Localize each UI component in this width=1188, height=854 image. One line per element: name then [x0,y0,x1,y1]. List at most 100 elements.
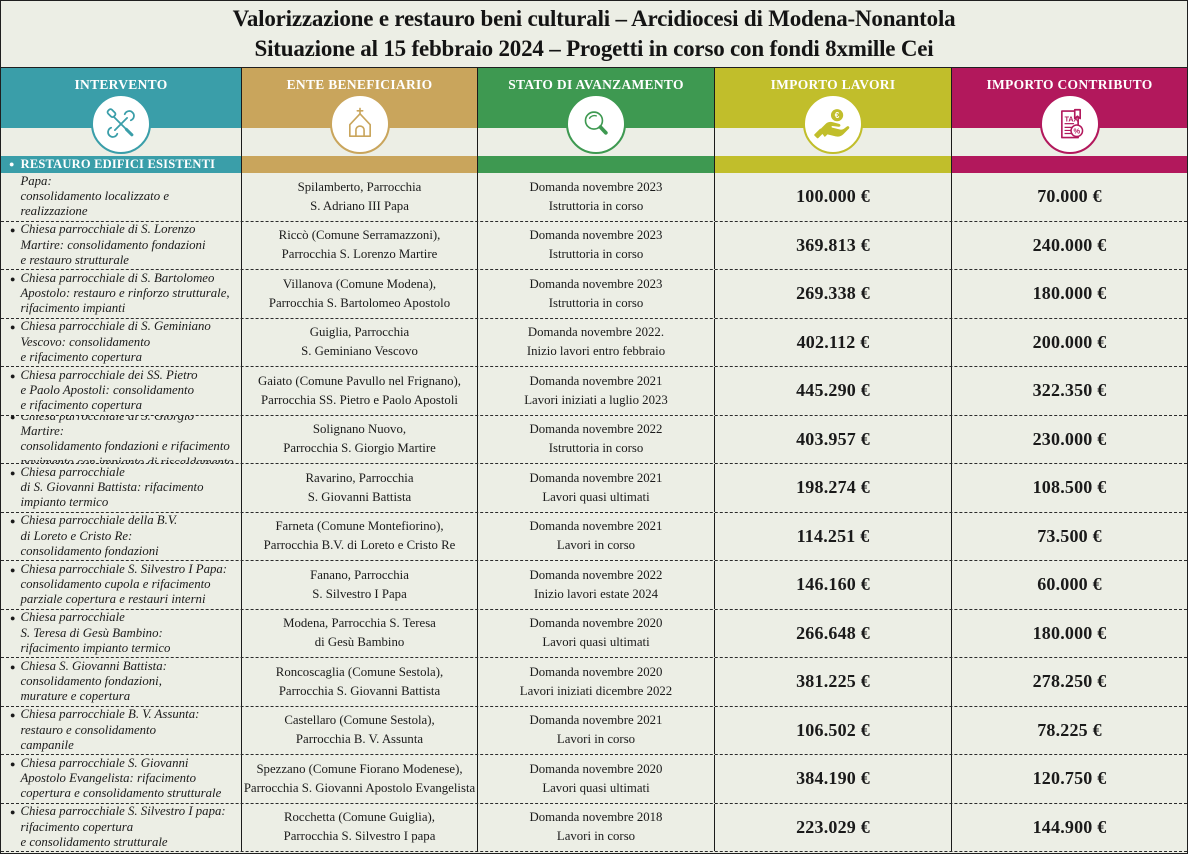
church-icon [348,107,371,138]
bullet-icon: ● [10,322,16,333]
stato-text: Domanda novembre 2021 Lavori in corso [529,713,663,747]
intervento-text: Chiesa parrocchiale dei SS. Pietro e Pao… [20,367,198,413]
stato-cell: Domanda novembre 2021 Lavori quasi ultim… [477,464,714,512]
tax-document-icon: TAX % [1060,108,1083,139]
column-label: STATO DI AVANZAMENTO [508,77,684,92]
importo-contributo-cell: 144.900 € [951,803,1187,851]
intervento-text: Chiesa parrocchiale di S. Giovanni Batti… [20,464,204,510]
intervento-cell: ● Chiesa parrocchiale S. Giovanni Aposto… [1,755,241,803]
intervento-cell: ● Chiesa parrocchiale di S. Geminiano Ve… [1,319,241,367]
intervento-cell: ● Chiesa parrocchiale B. V. Assunta: res… [1,707,241,755]
stato-cell: Domanda novembre 2022. Inizio lavori ent… [477,318,714,366]
importo-lavori-value: 146.160 € [796,574,870,595]
header-icon-circle [329,94,390,154]
table-row: ● Chiesa parrocchiale di S. Lorenzo Mart… [1,221,1187,270]
importo-lavori-value: 198.274 € [796,477,870,498]
importo-contributo-value: 322.350 € [1032,380,1107,401]
table-row: ● Chiesa parrocchiale S. Teresa di Gesù … [1,609,1187,658]
column-header-importo-contributo: IMPORTO CONTRIBUTO TAX % [951,68,1187,173]
header-icon-circle [566,94,626,154]
stato-cell: Domanda novembre 2022 Inizio lavori esta… [477,561,714,609]
importo-lavori-cell: 106.502 € [714,706,951,754]
intervento-text: Chiesa parrocchiale di S. Lorenzo Martir… [20,222,206,267]
intervento-text: Chiesa parrocchiale di S. Geminiano Vesc… [20,319,211,364]
table-row: ● Chiesa parrocchiale S. Giovanni Aposto… [1,755,1187,804]
hand-euro-icon: € [814,109,850,139]
intervento-text: Chiesa parrocchiale S. Silvestro I papa:… [20,804,226,849]
stato-cell: Domanda novembre 2021 Lavori in corso [477,706,714,754]
ente-cell: Riccò (Comune Serramazzoni), Parrocchia … [241,221,477,269]
ente-text: Villanova (Comune Modena), Parrocchia S.… [268,276,451,310]
importo-lavori-cell: 403.957 € [714,415,951,463]
importo-contributo-cell: 322.350 € [951,367,1187,415]
importo-contributo-cell: 108.500 € [951,464,1187,512]
intervento-text: Chiesa parrocchiale della B.V. di Loreto… [20,513,178,558]
ente-text: Spezzano (Comune Fiorano Modenese), Parr… [243,761,476,795]
table-row: ● Chiesa parrocchiale dei SS. Pietro e P… [1,367,1187,416]
ente-text: Solignano Nuovo, Parrocchia S. Giorgio M… [283,422,436,456]
importo-lavori-cell: 100.000 € [714,173,951,221]
table-row: ● Chiesa parrocchiale B. V. Assunta: res… [1,706,1187,755]
ente-cell: Guiglia, Parrocchia S. Geminiano Vescovo [241,318,477,366]
stato-text: Domanda novembre 2020 Lavori iniziati di… [519,664,673,698]
table-row: ● Chiesa parrocchiale di S. Geminiano Ve… [1,318,1187,367]
intervento-cell: ● Chiesa parrocchiale di S. Giovanni Bat… [1,464,241,512]
importo-contributo-cell: 60.000 € [951,561,1187,609]
column-header-ente: ENTE BENEFICIARIO [241,68,477,173]
importo-lavori-cell: 146.160 € [714,561,951,609]
importo-lavori-value: 269.338 € [796,283,870,304]
section-label: ● RESTAURO EDIFICI ESISTENTI [9,157,216,171]
importo-contributo-cell: 73.500 € [951,512,1187,560]
importo-contributo-cell: 70.000 € [951,173,1187,221]
importo-contributo-cell: 180.000 € [951,270,1187,318]
ente-cell: Roncoscaglia (Comune Sestola), Parrocchi… [241,658,477,706]
intervento-cell: ● Chiesa parrocchiale di S. Adriano III … [1,173,241,221]
intervento-text: Chiesa parrocchiale S. Teresa di Gesù Ba… [20,610,171,655]
header-icon-circle: € [803,94,863,154]
section-band [478,156,714,173]
section-band [242,156,477,173]
intervento-text: Chiesa parrocchiale di S. Adriano III Pa… [20,173,170,221]
ente-text: Ravarino, Parrocchia S. Giovanni Battist… [305,470,414,504]
importo-lavori-value: 384.190 € [796,768,870,789]
header-icon-circle: TAX % [1039,94,1100,154]
stato-text: Domanda novembre 2022 Istruttoria in cor… [529,422,663,456]
stato-cell: Domanda novembre 2018 Lavori in corso [477,803,714,851]
header-band: IMPORTO CONTRIBUTO [952,68,1187,128]
stato-cell: Domanda novembre 2020 Lavori quasi ultim… [477,609,714,657]
stato-text: Domanda novembre 2020 Lavori quasi ultim… [529,761,663,795]
bullet-icon: ● [10,613,16,624]
section-band: ● RESTAURO EDIFICI ESISTENTI [1,156,241,173]
stato-cell: Domanda novembre 2022 Istruttoria in cor… [477,415,714,463]
header-icon-circle [91,94,151,154]
table-row: ● Chiesa parrocchiale S. Silvestro I Pap… [1,561,1187,610]
bullet-icon: ● [10,273,16,284]
ente-text: Spilamberto, Parrocchia S. Adriano III P… [297,179,422,213]
bullet-icon: ● [10,710,16,721]
importo-contributo-value: 70.000 € [1037,186,1102,207]
ente-text: Guiglia, Parrocchia S. Geminiano Vescovo [301,325,418,359]
ente-cell: Villanova (Comune Modena), Parrocchia S.… [241,270,477,318]
intervento-text: Chiesa parrocchiale di S. Giorgio Martir… [20,415,234,464]
stato-text: Domanda novembre 2020 Lavori quasi ultim… [529,616,663,650]
ente-cell: Solignano Nuovo, Parrocchia S. Giorgio M… [241,415,477,463]
stato-text: Domanda novembre 2021 Lavori in corso [529,519,663,553]
table-body: ● Chiesa parrocchiale di S. Adriano III … [1,173,1187,852]
stato-text: Domanda novembre 2021 Lavori quasi ultim… [529,470,663,504]
tools-icon [106,108,135,138]
importo-contributo-cell: 240.000 € [951,221,1187,269]
section-band [715,156,951,173]
importo-contributo-value: 108.500 € [1032,477,1107,498]
table-row: ● Chiesa S. Giovanni Battista: consolida… [1,658,1187,707]
intervento-cell: ● Chiesa parrocchiale di S. Lorenzo Mart… [1,222,241,270]
ente-text: Modena, Parrocchia S. Teresa di Gesù Bam… [283,616,436,650]
column-header-importo-lavori: IMPORTO LAVORI € [714,68,951,173]
importo-contributo-value: 144.900 € [1032,816,1107,837]
table-row: ● Chiesa parrocchiale S. Silvestro I pap… [1,803,1187,852]
intervento-text: Chiesa parrocchiale S. Giovanni Apostolo… [20,755,222,801]
intervento-cell: ● Chiesa parrocchiale S. Silvestro I Pap… [1,561,241,609]
bullet-icon: ● [10,564,16,575]
importo-lavori-value: 402.112 € [796,331,870,352]
bullet-icon: ● [10,225,16,236]
ente-cell: Farneta (Comune Montefiorino), Parrocchi… [241,512,477,560]
